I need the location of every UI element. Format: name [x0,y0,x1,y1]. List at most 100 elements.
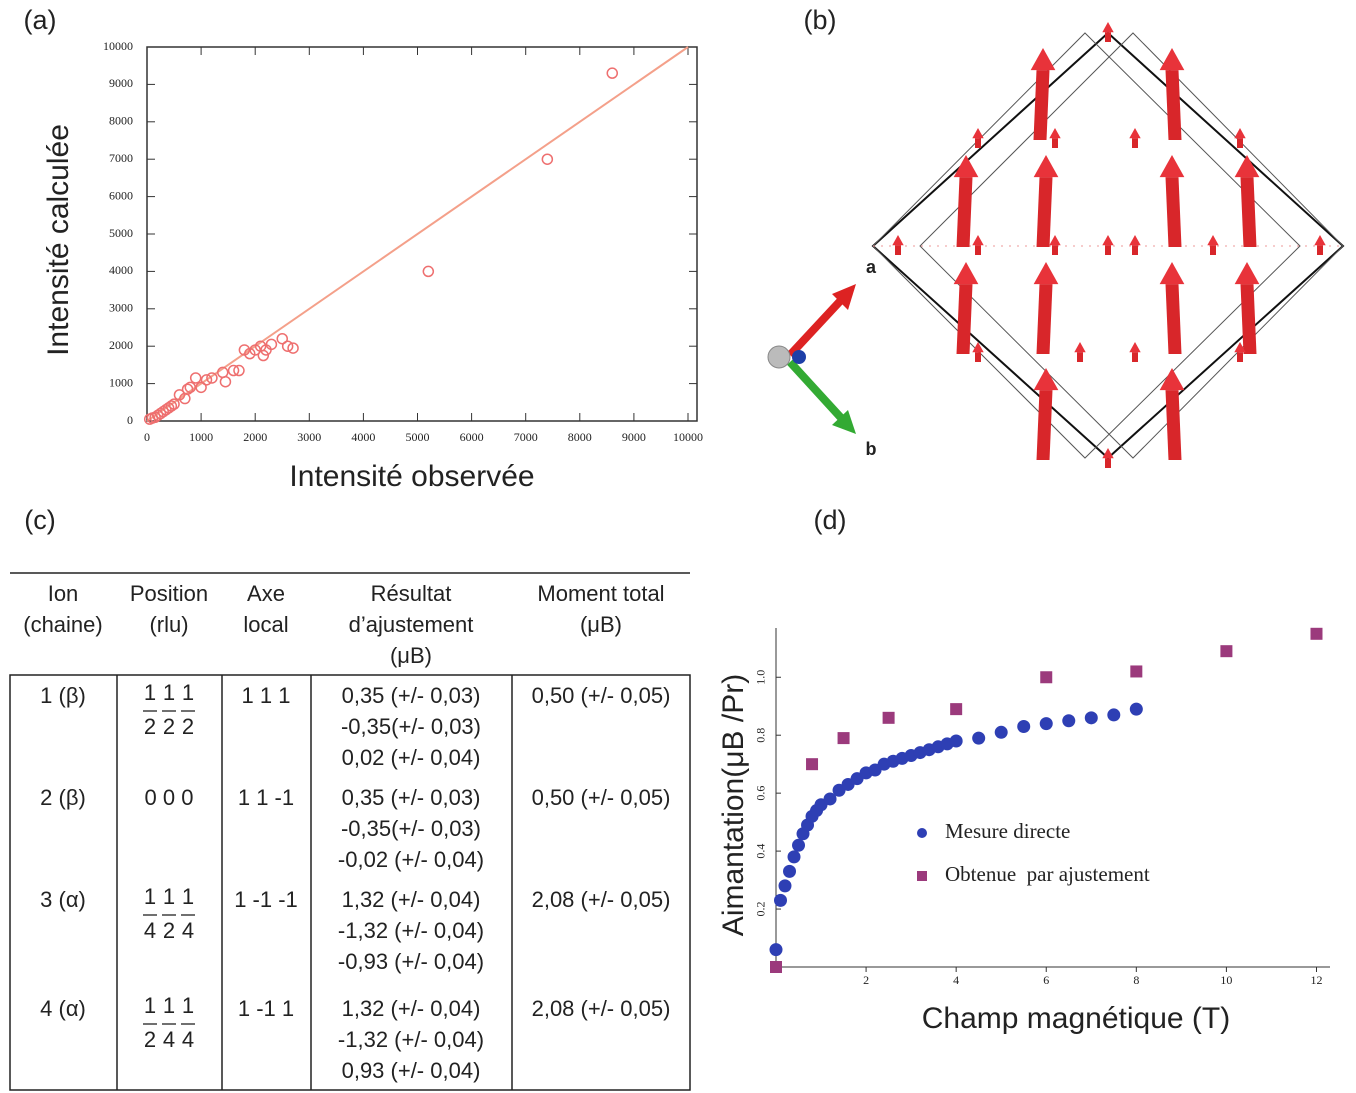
spin-arrow [1105,245,1111,255]
fraction-denominator: 2 [163,714,175,739]
spin-arrow [1036,390,1053,460]
data-point [792,838,806,852]
spin-arrow [1165,390,1182,460]
y-tick-label: 0 [127,413,133,427]
table-cell: 1 -1 1 [238,996,294,1021]
table-cell: 2,08 (+/- 0,05) [532,887,671,912]
table-cell: 0,35 (+/- 0,03) [342,785,481,810]
y-tick-label: 7000 [109,151,133,165]
fraction-numerator: 1 [182,884,194,909]
data-point [541,153,554,165]
table-cell: -0,02 (+/- 0,04) [338,847,484,872]
spin-arrow-head [892,235,904,246]
cell-outline [872,32,1301,459]
spin-arrow-head [1234,155,1260,178]
spin-arrow [1132,138,1138,148]
data-point [1084,711,1098,725]
table-header: local [243,612,288,637]
legend-label: Obtenue par ajustement [945,862,1150,886]
spin-arrow-head [1102,22,1114,33]
data-point [1062,714,1076,728]
spin-arrow-head [1234,342,1246,353]
fraction-numerator: 1 [182,680,194,705]
table-cell: 0,50 (+/- 0,05) [532,683,671,708]
axis-c [792,350,806,364]
data-point [1039,717,1053,731]
y-tick-label: 6000 [109,188,133,202]
axis-arrow-b [787,359,846,423]
data-point [276,332,288,345]
table-header: (chaine) [23,612,102,637]
panel-label: (a) [24,5,57,35]
y-axis-label: Aimantation(μB /Pr) [717,674,750,936]
y-tick-label: 2000 [109,338,133,352]
spin-arrow [1165,177,1182,247]
spin-arrow [1165,70,1182,140]
crystal-structure [767,22,1345,468]
fraction-numerator: 1 [144,993,156,1018]
spin-arrow [1165,284,1182,354]
spin-arrow [975,352,981,362]
table-cell: 0,02 (+/- 0,04) [342,745,481,770]
x-tick-label: 10000 [673,430,703,444]
spin-arrow [1052,138,1058,148]
x-tick-label: 6000 [460,430,484,444]
spin-arrow-head [1159,48,1185,71]
spin-arrow [1210,245,1216,255]
spin-arrow [1237,138,1243,148]
data-point [281,340,294,352]
fraction-denominator: 2 [163,918,175,943]
spin-arrow-head [1102,448,1114,459]
x-tick-label: 8 [1133,973,1139,987]
spin-arrow [1240,284,1257,354]
spin-arrow [1105,32,1111,42]
spin-arrow-head [953,262,979,285]
data-point [1220,645,1233,658]
x-axis-label: Champ magnétique (T) [922,1002,1230,1035]
data-point [227,364,240,377]
y-tick-label: 3000 [109,301,133,315]
fraction-denominator: 4 [182,1027,194,1052]
data-point [287,342,299,354]
spin-arrow [1317,245,1323,255]
x-tick-label: 1000 [189,430,213,444]
table-cell: -0,35(+/- 0,03) [341,714,481,739]
data-point [195,381,207,394]
data-point [949,734,963,748]
axis-arrow-a [787,295,846,358]
table-cell: 1 (β) [40,683,86,708]
table-cell: 1,32 (+/- 0,04) [342,887,481,912]
table-cell: 0,35 (+/- 0,03) [342,683,481,708]
fraction-denominator: 4 [144,918,156,943]
data-point [783,864,797,878]
axis-arrow-a-head [832,284,856,310]
spin-arrow-head [1033,368,1059,391]
spin-arrow [956,284,973,354]
y-tick-label: 1000 [109,375,133,389]
table-cell: 3 (α) [40,887,86,912]
y-tick-label: 0.2 [754,902,768,917]
data-point [1040,671,1053,684]
spin-arrow [1033,70,1050,140]
spin-arrow-head [1234,262,1260,285]
spin-arrow [975,138,981,148]
data-point [972,731,986,745]
data-point [168,398,180,410]
data-point [769,943,783,957]
x-tick-label: 9000 [622,430,646,444]
x-tick-label: 5000 [406,430,430,444]
fraction-denominator: 4 [163,1027,175,1052]
table-header: (rlu) [149,612,188,637]
data-point [774,893,788,907]
x-tick-label: 6 [1043,973,1049,987]
y-axis-label: Intensité calculée [42,124,75,356]
spin-arrow-head [1033,262,1059,285]
spin-arrow-head [1159,262,1185,285]
table-cell: 0,93 (+/- 0,04) [342,1058,481,1083]
spin-arrow [975,245,981,255]
y-tick-label: 0.4 [754,844,768,859]
x-tick-label: 2 [863,973,869,987]
axis-origin [767,345,791,369]
spin-arrow-head [1033,155,1059,178]
